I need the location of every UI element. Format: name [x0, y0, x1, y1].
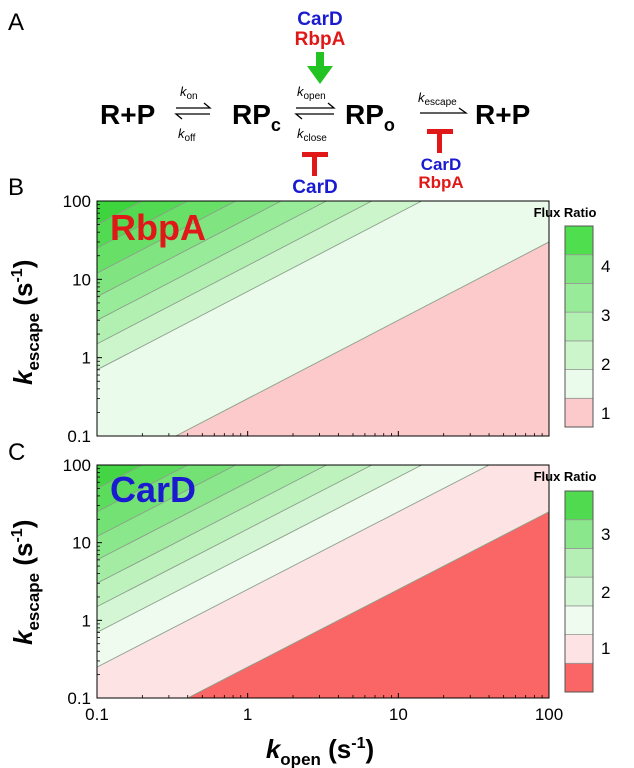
colorbar-swatch — [564, 283, 594, 313]
state-rpc-main: RP — [232, 99, 271, 130]
state-r-p-right: R+P — [475, 99, 530, 130]
state-rpo-sub: o — [384, 115, 395, 135]
contour-line-4 — [96, 200, 282, 298]
rate-kclose: kclose — [297, 126, 327, 144]
colorbar-swatch — [564, 548, 594, 578]
equilibrium-arrow-on-off — [174, 102, 212, 120]
colorbar-swatch — [564, 340, 594, 370]
state-rpo: RPo — [345, 99, 395, 135]
colorbar-swatch — [564, 662, 594, 693]
colorbar-tick-label: 4 — [601, 257, 610, 276]
state-r-p-left: R+P — [100, 99, 155, 130]
y-tick-label: 0.1 — [67, 427, 91, 446]
rbpa-colorbar: 1 2 3 4 — [564, 225, 610, 428]
y-axis-label-c: kescape (s-1) — [8, 520, 43, 645]
contour-line-0 — [175, 241, 550, 437]
card-contour-plot: 0.10.1 1 1 10 10 100 100 — [63, 456, 564, 724]
plot-frame — [96, 200, 550, 437]
state-rpc: RPc — [232, 99, 281, 135]
y-axis-label-b: kescape (s-1) — [8, 260, 43, 385]
state-rpc-sub: c — [271, 115, 281, 135]
regulator-card-escape: CarD — [421, 155, 462, 174]
rate-kon: kon — [180, 84, 198, 102]
contour-line-3 — [96, 464, 373, 608]
contour-line-4 — [96, 464, 327, 584]
regulator-card-close: CarD — [292, 177, 337, 198]
equilibrium-arrow-open-close — [294, 102, 336, 120]
colorbar-title-b: Flux Ratio — [534, 205, 597, 220]
colorbar-swatch — [564, 369, 594, 399]
y-tick-label: 100 — [63, 456, 91, 475]
colorbar-swatch — [564, 634, 594, 664]
panel-letter-a: A — [8, 9, 24, 36]
forward-arrow-escape — [420, 107, 469, 114]
colorbar-swatch — [564, 397, 594, 428]
y-tick-label: 1 — [82, 349, 91, 368]
colorbar-swatch — [564, 254, 594, 284]
panel-letter-c: C — [8, 439, 25, 466]
rate-kopen: kopen — [297, 84, 326, 102]
x-axis-label: kopen (s-1) — [266, 734, 374, 768]
colorbar-tick-label: 1 — [601, 404, 610, 423]
contour-line-5 — [96, 200, 236, 274]
contour-line-6 — [96, 464, 236, 537]
card-panel-label: CarD — [110, 469, 196, 510]
x-tick-label: 0.1 — [85, 705, 109, 724]
colorbar-frame — [564, 225, 594, 428]
contour-line-7 — [96, 464, 188, 513]
y-tick-label: 0.1 — [67, 689, 91, 708]
x-tick-label: 1 — [243, 705, 252, 724]
activation-arrow — [307, 52, 333, 84]
state-rpo-main: RP — [345, 99, 384, 130]
contour-line-3 — [96, 200, 327, 321]
y-tick-label: 10 — [72, 534, 91, 553]
colorbar-frame — [564, 490, 594, 693]
rate-kescape: kescape — [418, 90, 457, 108]
panel-a: A R+P RPc RPo R+P kon koff kopen kclose … — [8, 9, 530, 198]
contour-line-1 — [96, 200, 422, 371]
colorbar-tick-label: 2 — [601, 355, 610, 374]
contour-line-5 — [96, 464, 282, 561]
plot-band-0 — [187, 511, 549, 698]
contour-line-7 — [96, 200, 143, 225]
colorbar-swatch — [564, 311, 594, 342]
rate-koff: koff — [178, 126, 196, 144]
regulator-card-open: CarD — [297, 9, 342, 30]
colorbar-swatch — [564, 519, 594, 549]
regulator-rbpa-escape: RbpA — [418, 173, 463, 192]
plot-frame — [96, 464, 550, 699]
colorbar-tick-label: 1 — [601, 639, 610, 658]
colorbar-swatch — [564, 225, 594, 256]
colorbar-tick-label: 2 — [601, 583, 610, 602]
y-tick-label: 10 — [72, 270, 91, 289]
regulator-rbpa-open: RbpA — [295, 29, 346, 50]
contour-line-0 — [187, 511, 550, 699]
contour-line-6 — [96, 200, 188, 249]
panel-b: B 0.1 1 10 100 RbpA kescape (s-1) 1 2 3 4 Flux… — [8, 174, 610, 446]
x-tick-label: 100 — [535, 705, 563, 724]
y-tick-label: 1 — [82, 611, 91, 630]
rbpa-contour-plot: 0.1 1 10 100 — [63, 192, 550, 446]
contour-line-8 — [96, 464, 143, 489]
inhibition-bar-close — [302, 152, 328, 176]
contour-line-2 — [96, 200, 373, 345]
colorbar-title-c: Flux Ratio — [534, 469, 597, 484]
colorbar-tick-label: 3 — [601, 525, 610, 544]
x-tick-label: 10 — [389, 705, 408, 724]
colorbar-swatch — [564, 576, 594, 607]
colorbar-swatch — [564, 490, 594, 521]
rbpa-panel-label: RbpA — [110, 207, 206, 248]
y-tick-label: 100 — [63, 192, 91, 211]
colorbar-tick-label: 3 — [601, 306, 610, 325]
colorbar-swatch — [564, 605, 594, 635]
panel-letter-b: B — [8, 174, 24, 201]
inhibition-bar-escape — [427, 129, 453, 153]
card-colorbar: 1 2 3 — [564, 490, 610, 693]
contour-line-2 — [96, 464, 422, 633]
contour-line-1 — [96, 464, 490, 668]
